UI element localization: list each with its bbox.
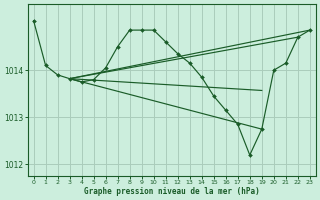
X-axis label: Graphe pression niveau de la mer (hPa): Graphe pression niveau de la mer (hPa): [84, 187, 260, 196]
